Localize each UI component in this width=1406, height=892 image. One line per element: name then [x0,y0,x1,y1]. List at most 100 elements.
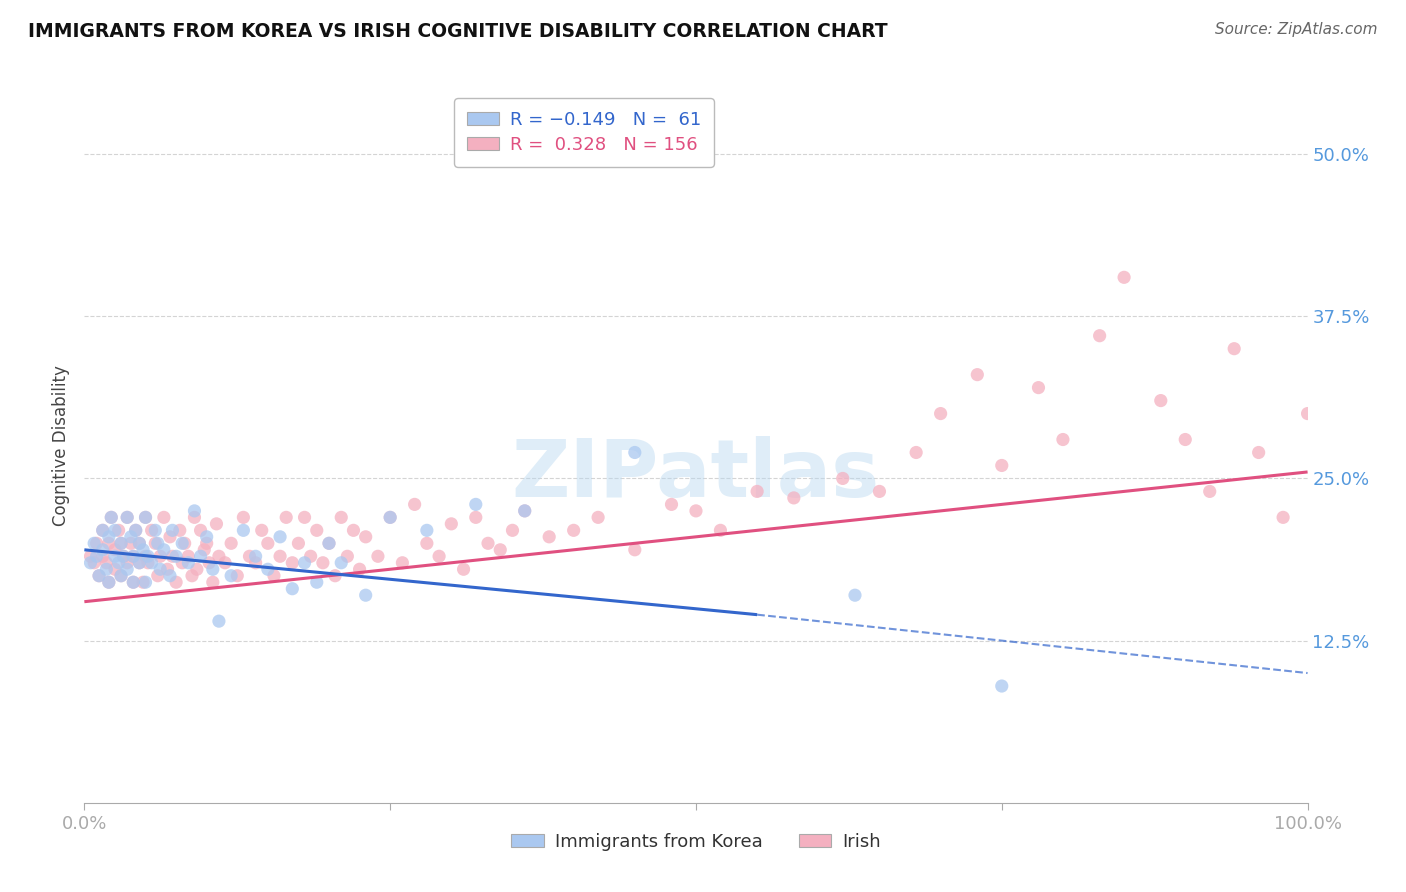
Point [190,549,212,564]
Point [1346,471,1368,485]
Point [250,524,273,538]
Point [391,556,413,570]
Point [294,510,316,524]
Point [367,549,389,564]
Point [104,542,127,557]
Point [195,536,218,550]
Point [1174,433,1197,447]
Point [354,588,377,602]
Point [115,562,138,576]
Point [132,542,155,557]
Point [263,568,285,582]
Point [464,497,486,511]
Point [991,679,1014,693]
Point [125,524,148,538]
Point [83,556,105,570]
Point [269,549,291,564]
Point [128,556,150,570]
Point [195,530,218,544]
Point [929,407,952,421]
Point [1052,433,1074,447]
Point [380,510,402,524]
Point [991,458,1014,473]
Point [323,568,346,582]
Point [110,568,132,582]
Point [132,575,155,590]
Point [318,536,340,550]
Point [97,575,120,590]
Point [513,504,536,518]
Point [205,516,228,531]
Point [146,568,169,582]
Point [416,524,439,538]
Point [354,530,377,544]
Point [747,484,769,499]
Point [165,575,187,590]
Point [128,536,150,550]
Point [100,510,122,524]
Point [538,530,561,544]
Point [312,556,335,570]
Point [169,524,191,538]
Point [97,536,120,550]
Point [709,524,731,538]
Point [226,568,249,582]
Point [91,524,114,538]
Point [190,524,212,538]
Point [141,556,163,570]
Point [79,549,101,564]
Point [83,536,105,550]
Point [136,556,159,570]
Point [905,445,928,459]
Point [135,575,157,590]
Point [489,542,512,557]
Legend: Immigrants from Korea, Irish: Immigrants from Korea, Irish [505,826,887,858]
Point [198,556,221,570]
Point [141,524,163,538]
Point [685,504,707,518]
Point [219,536,242,550]
Point [104,549,127,564]
Point [110,536,132,550]
Point [173,536,195,550]
Point [281,556,304,570]
Point [1198,484,1220,499]
Point [115,510,138,524]
Point [349,562,371,576]
Point [135,510,157,524]
Point [87,568,110,582]
Point [159,530,181,544]
Point [232,524,254,538]
Point [149,562,172,576]
Point [1223,342,1246,356]
Point [477,536,499,550]
Point [165,549,187,564]
Point [513,504,536,518]
Point [562,524,585,538]
Point [299,549,322,564]
Text: Source: ZipAtlas.com: Source: ZipAtlas.com [1215,22,1378,37]
Point [624,445,647,459]
Point [122,575,145,590]
Point [305,575,328,590]
Point [783,491,806,505]
Point [181,568,204,582]
Point [159,568,181,582]
Point [115,510,138,524]
Point [336,549,359,564]
Point [96,556,118,570]
Point [1028,381,1050,395]
Point [156,562,179,576]
Point [143,524,166,538]
Point [177,549,200,564]
Point [245,549,267,564]
Point [153,510,176,524]
Point [177,556,200,570]
Point [427,549,450,564]
Point [120,530,142,544]
Point [122,549,145,564]
Point [135,549,157,564]
Point [86,536,108,550]
Point [107,556,129,570]
Point [404,497,426,511]
